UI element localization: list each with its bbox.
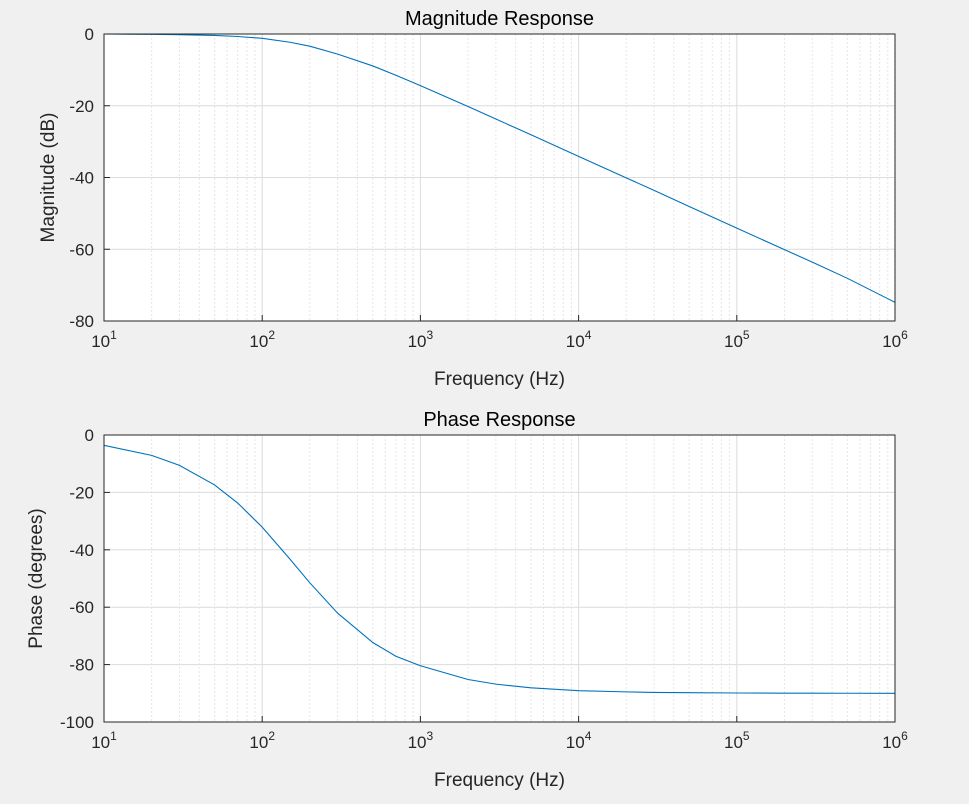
magnitude-title: Magnitude Response bbox=[405, 8, 594, 30]
magnitude-axes-frame bbox=[103, 33, 896, 322]
phase-x-tick-label: 104 bbox=[566, 729, 592, 752]
phase-series-line bbox=[103, 444, 896, 694]
magnitude-x-tick-exponent: 2 bbox=[268, 328, 275, 342]
phase-x-tick-exponent: 1 bbox=[110, 729, 117, 743]
magnitude-x-axis-label: Frequency (Hz) bbox=[434, 369, 565, 390]
magnitude-x-tick-exponent: 3 bbox=[427, 328, 434, 342]
magnitude-x-tick-base: 10 bbox=[566, 332, 585, 351]
magnitude-y-tick-label: -60 bbox=[69, 240, 94, 259]
magnitude-x-tick-base: 10 bbox=[882, 332, 901, 351]
magnitude-x-tick-base: 10 bbox=[91, 332, 110, 351]
magnitude-x-tick-exponent: 6 bbox=[901, 328, 908, 342]
magnitude-x-tick-base: 10 bbox=[408, 332, 427, 351]
magnitude-x-tick-label: 103 bbox=[408, 328, 434, 351]
phase-y-tick-label: -40 bbox=[69, 541, 94, 560]
phase-y-axis-label: Phase (degrees) bbox=[26, 508, 47, 648]
phase-plot-area bbox=[103, 434, 896, 723]
phase-x-tick-exponent: 3 bbox=[427, 729, 434, 743]
phase-x-tick-base: 10 bbox=[724, 733, 743, 752]
magnitude-chart: 101 102 103 104 105 1060-20-40-60-80Magnitude… bbox=[38, 8, 908, 390]
magnitude-series-line bbox=[103, 33, 896, 303]
phase-y-tick-label: -60 bbox=[69, 598, 94, 617]
phase-x-tick-label: 101 bbox=[91, 729, 117, 752]
phase-x-tick-label: 102 bbox=[249, 729, 275, 752]
magnitude-y-tick-label: 0 bbox=[85, 25, 94, 44]
phase-x-tick-base: 10 bbox=[249, 733, 268, 752]
phase-x-tick-exponent: 2 bbox=[268, 729, 275, 743]
magnitude-x-tick-base: 10 bbox=[249, 332, 268, 351]
phase-title: Phase Response bbox=[423, 409, 575, 431]
phase-x-tick-exponent: 4 bbox=[585, 729, 592, 743]
phase-y-tick-label: 0 bbox=[85, 426, 94, 445]
magnitude-y-tick-label: -80 bbox=[69, 312, 94, 331]
magnitude-y-tick-label: -40 bbox=[69, 169, 94, 188]
magnitude-x-tick-label: 105 bbox=[724, 328, 750, 351]
phase-x-tick-label: 105 bbox=[724, 729, 750, 752]
magnitude-y-axis-label: Magnitude (dB) bbox=[38, 113, 59, 243]
magnitude-x-tick-exponent: 1 bbox=[110, 328, 117, 342]
phase-y-tick-label: -20 bbox=[69, 483, 94, 502]
magnitude-x-tick-label: 101 bbox=[91, 328, 117, 351]
magnitude-x-tick-base: 10 bbox=[724, 332, 743, 351]
phase-axes-frame bbox=[103, 434, 896, 723]
phase-y-tick-label: -100 bbox=[60, 713, 94, 732]
phase-x-tick-base: 10 bbox=[91, 733, 110, 752]
phase-x-tick-base: 10 bbox=[882, 733, 901, 752]
phase-x-tick-label: 103 bbox=[408, 729, 434, 752]
phase-x-axis-label: Frequency (Hz) bbox=[434, 770, 565, 791]
magnitude-x-tick-label: 106 bbox=[882, 328, 908, 351]
phase-x-tick-base: 10 bbox=[408, 733, 427, 752]
phase-chart: 101 102 103 104 105 1060-20-40-60-80-100Phase… bbox=[26, 409, 908, 791]
phase-x-tick-base: 10 bbox=[566, 733, 585, 752]
phase-x-tick-exponent: 5 bbox=[743, 729, 750, 743]
phase-x-tick-label: 106 bbox=[882, 729, 908, 752]
magnitude-x-tick-label: 104 bbox=[566, 328, 592, 351]
magnitude-x-tick-exponent: 5 bbox=[743, 328, 750, 342]
phase-x-tick-exponent: 6 bbox=[901, 729, 908, 743]
magnitude-x-tick-exponent: 4 bbox=[585, 328, 592, 342]
magnitude-x-tick-label: 102 bbox=[249, 328, 275, 351]
magnitude-y-tick-label: -20 bbox=[69, 97, 94, 116]
phase-y-tick-label: -80 bbox=[69, 656, 94, 675]
